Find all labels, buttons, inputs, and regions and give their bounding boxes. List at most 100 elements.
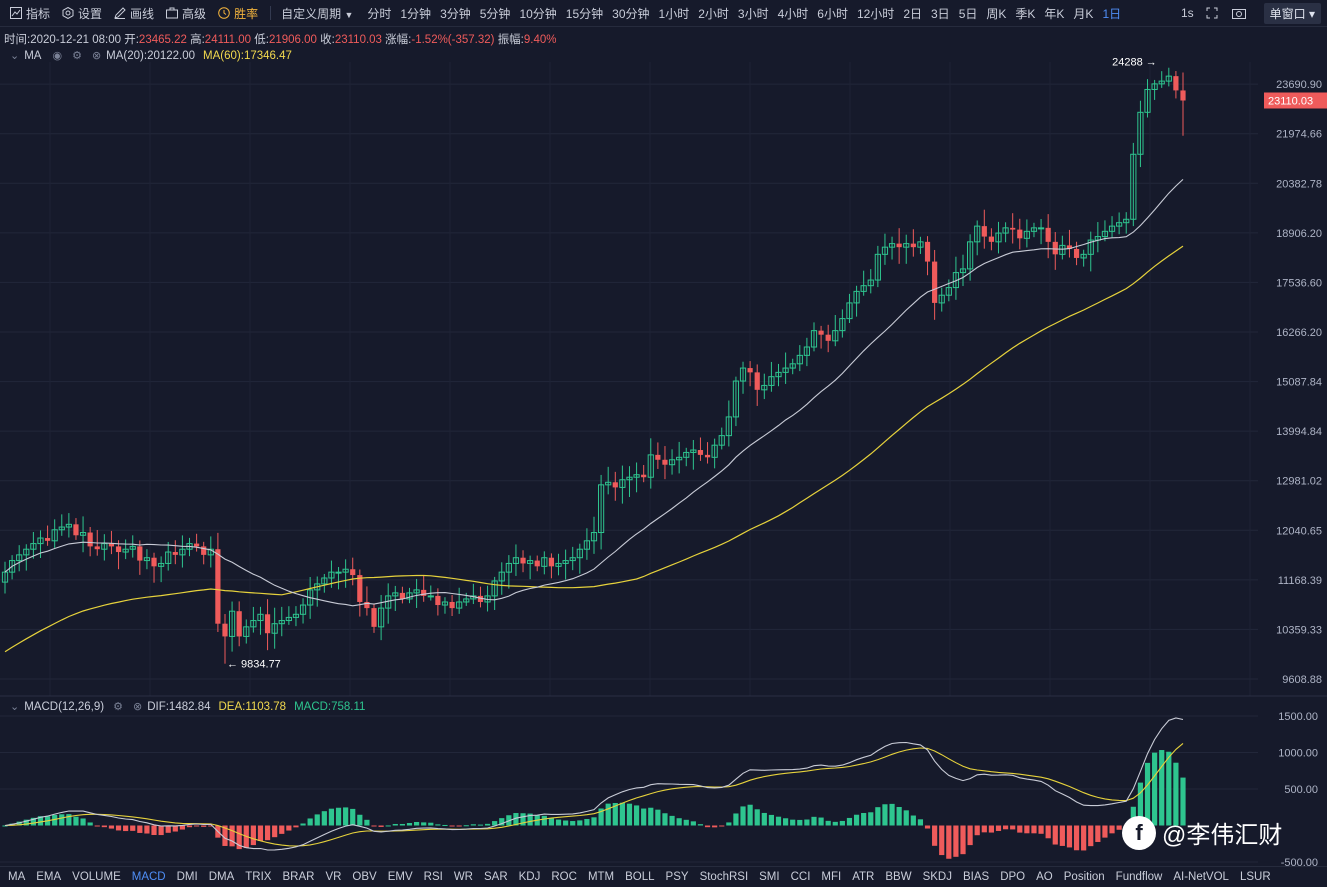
advanced-button[interactable]: 高级 [166, 5, 206, 22]
indicator-tab-17[interactable]: BOLL [625, 871, 655, 883]
period-19[interactable]: 月K [1073, 6, 1094, 21]
indicator-tab-25[interactable]: SKDJ [922, 871, 952, 883]
indicator-button[interactable]: 指标 [10, 5, 50, 22]
period-3[interactable]: 5分钟 [479, 6, 511, 21]
candle-body [44, 538, 51, 541]
eye-icon[interactable]: ◉ [52, 50, 63, 62]
indicator-tab-1[interactable]: EMA [36, 871, 62, 883]
indicator-tab-6[interactable]: TRIX [245, 871, 272, 883]
indicator-tab-20[interactable]: SMI [759, 871, 780, 883]
indicator-tab-11[interactable]: RSI [423, 871, 443, 883]
candle-body [222, 623, 228, 637]
fullscreen-icon[interactable] [1206, 7, 1218, 19]
collapse-chevron-icon[interactable]: ⌄ [10, 50, 20, 62]
macd-bar [279, 825, 285, 834]
collapse-chevron-icon[interactable]: ⌄ [10, 701, 20, 713]
indicator-tab-29[interactable]: Position [1063, 871, 1105, 883]
macd-bar [1059, 825, 1065, 846]
macd-bar [846, 817, 853, 826]
indicator-tab-22[interactable]: MFI [821, 871, 842, 883]
indicator-tab-30[interactable]: Fundflow [1115, 871, 1163, 883]
period-15[interactable]: 5日 [958, 6, 978, 21]
macd-bar [1066, 825, 1073, 848]
period-8[interactable]: 2小时 [698, 6, 729, 21]
period-14[interactable]: 3日 [931, 6, 950, 21]
indicator-tab-32[interactable]: LSUR [1239, 871, 1271, 883]
macd-bar [1088, 825, 1094, 847]
macd-bar [30, 817, 36, 826]
winrate-button[interactable]: 胜率 [218, 5, 258, 22]
period-13[interactable]: 2日 [903, 6, 922, 21]
indicator-tab-19[interactable]: StochRSI [699, 871, 749, 883]
period-18[interactable]: 年K [1044, 6, 1065, 21]
toolbar-divider [270, 6, 272, 20]
macd-bar [321, 811, 327, 826]
camera-icon[interactable] [1231, 7, 1246, 19]
period-5[interactable]: 15分钟 [565, 6, 604, 21]
period-20[interactable]: 1日 [1102, 6, 1122, 21]
indicator-tab-3[interactable]: MACD [131, 871, 166, 883]
interval-label[interactable]: 1s [1180, 6, 1194, 20]
price-tick-label: 21974.66 [1276, 129, 1322, 141]
indicator-tab-8[interactable]: VR [325, 871, 342, 883]
period-9[interactable]: 3小时 [737, 6, 769, 21]
indicator-tab-2[interactable]: VOLUME [72, 871, 121, 883]
period-0[interactable]: 分时 [367, 6, 392, 21]
gear-icon[interactable]: ⚙ [72, 50, 82, 62]
period-10[interactable]: 4小时 [777, 6, 809, 21]
candle-body [378, 607, 385, 628]
indicator-tab-26[interactable]: BIAS [962, 871, 990, 883]
candle-body [555, 562, 562, 567]
indicator-tab-14[interactable]: KDJ [518, 871, 541, 883]
period-4[interactable]: 10分钟 [519, 6, 557, 21]
macd-bar [144, 825, 150, 834]
period-2[interactable]: 3分钟 [440, 6, 471, 21]
period-1[interactable]: 1分钟 [400, 6, 432, 21]
indicator-tab-9[interactable]: OBV [352, 871, 377, 883]
macd-bar [307, 818, 313, 826]
indicator-tab-15[interactable]: ROC [551, 871, 577, 883]
macd-bar [825, 820, 831, 826]
window-mode-dropdown[interactable]: 单窗口 ▾ [1263, 2, 1321, 24]
indicator-tab-5[interactable]: DMA [208, 871, 235, 883]
indicator-tab-4[interactable]: DMI [176, 871, 198, 883]
candle-body [825, 334, 831, 341]
period-7[interactable]: 1小时 [658, 6, 690, 21]
period-6[interactable]: 30分钟 [612, 6, 650, 21]
candle-body [1158, 80, 1165, 85]
custom-period-dropdown[interactable]: 自定义周期 ▼ [281, 5, 353, 22]
indicator-tab-13[interactable]: SAR [483, 871, 508, 883]
macd-bar [1102, 825, 1108, 838]
indicator-tab-23[interactable]: ATR [852, 871, 875, 883]
settings-button[interactable]: 设置 [62, 5, 102, 22]
indicator-tab-21[interactable]: CCI [790, 871, 811, 883]
period-12[interactable]: 12小时 [856, 6, 895, 21]
gear-icon[interactable]: ⚙ [113, 701, 123, 713]
candle-body [449, 601, 455, 609]
indicator-tab-18[interactable]: PSY [665, 871, 689, 883]
indicator-tab-16[interactable]: MTM [587, 871, 615, 883]
macd-bar [385, 825, 391, 827]
candle-body [441, 601, 449, 606]
candle-body [1010, 227, 1016, 230]
indicator-tab-0[interactable]: MA [8, 871, 26, 883]
indicator-tab-12[interactable]: WR [453, 871, 473, 883]
price-chart[interactable]: 23690.90 21974.66 20382.78 18906.20 17536.60… [0, 0, 1327, 866]
candle-body [796, 354, 803, 365]
indicator-tab-27[interactable]: DPO [1000, 871, 1026, 883]
close-icon[interactable]: ⊗ [132, 701, 143, 713]
macd-bar [548, 818, 555, 826]
candle-body [704, 454, 711, 458]
indicator-tab-24[interactable]: BBW [885, 871, 912, 883]
indicator-tab-7[interactable]: BRAR [282, 871, 315, 883]
period-11[interactable]: 6小时 [817, 6, 848, 21]
candle-body [548, 557, 555, 567]
draw-button[interactable]: 画线 [114, 5, 154, 22]
macd-bar [343, 807, 349, 826]
indicator-tab-10[interactable]: EMV [387, 871, 413, 883]
indicator-tab-28[interactable]: AO [1036, 871, 1053, 883]
period-16[interactable]: 周K [986, 6, 1007, 21]
close-icon[interactable]: ⊗ [91, 50, 102, 62]
indicator-tab-31[interactable]: AI-NetVOL [1173, 871, 1229, 883]
period-17[interactable]: 季K [1015, 6, 1036, 21]
